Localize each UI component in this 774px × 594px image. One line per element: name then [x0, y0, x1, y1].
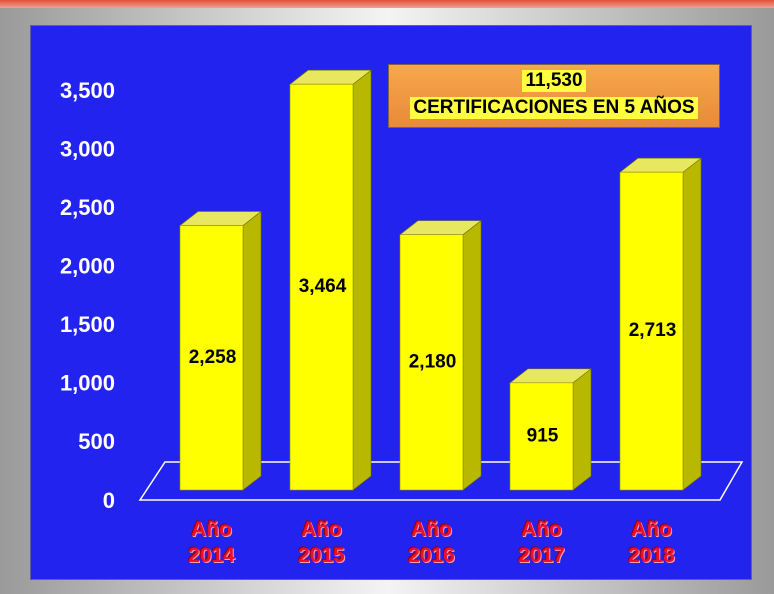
- value-label: 3,464: [299, 276, 347, 297]
- x-tick-label: Año 2016: [408, 518, 455, 567]
- y-tick-label: 3,000: [60, 136, 115, 161]
- y-tick-label: 1,500: [60, 312, 115, 337]
- bar-side: [682, 157, 702, 491]
- annotation-box: 11,530 CERTIFICACIONES EN 5 AÑOS: [388, 64, 720, 128]
- x-tick-label: Año 2015: [298, 518, 345, 567]
- y-tick-label: 3,500: [60, 78, 115, 103]
- bar: [179, 225, 244, 491]
- top-bar: [0, 0, 774, 8]
- bar: [289, 83, 354, 491]
- bar-side: [352, 69, 372, 491]
- bar-side: [572, 368, 592, 491]
- y-tick-label: 2,500: [60, 195, 115, 220]
- bar: [619, 171, 684, 491]
- value-label: 2,180: [409, 351, 457, 372]
- value-label: 2,258: [189, 347, 237, 368]
- x-tick-label: Año 2018: [628, 518, 675, 567]
- y-tick-label: 500: [78, 429, 115, 454]
- annotation-text: CERTIFICACIONES EN 5 AÑOS: [410, 97, 698, 119]
- y-tick-label: 0: [103, 488, 115, 513]
- x-tick-label: Año 2014: [188, 518, 235, 567]
- floor: [138, 461, 744, 501]
- bar-side: [242, 210, 262, 491]
- bar: [509, 382, 574, 491]
- bar-side: [462, 220, 482, 491]
- y-tick-label: 1,000: [60, 371, 115, 396]
- x-tick-label: Año 2017: [518, 518, 565, 567]
- bar: [399, 234, 464, 491]
- y-tick-label: 2,000: [60, 254, 115, 279]
- annotation-total: 11,530: [522, 70, 586, 92]
- value-label: 915: [527, 425, 559, 446]
- value-label: 2,713: [629, 320, 677, 341]
